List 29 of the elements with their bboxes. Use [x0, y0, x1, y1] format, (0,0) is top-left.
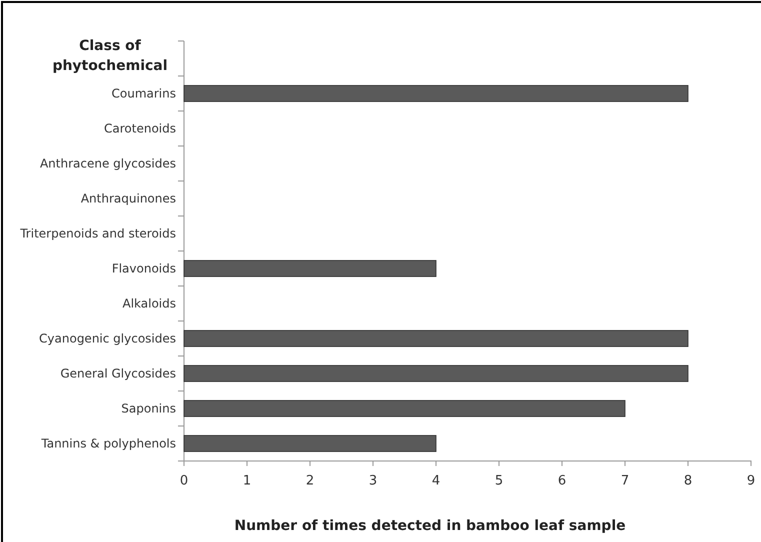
x-axis-title: Number of times detected in bamboo leaf sample — [234, 518, 626, 534]
y-tick-label: Carotenoids — [104, 122, 176, 136]
x-tick-label: 3 — [368, 474, 378, 489]
y-axis-title: Class of phytochemical — [52, 38, 168, 74]
bar — [184, 330, 688, 347]
x-tick-label: 2 — [306, 474, 314, 489]
x-tick-label: 9 — [746, 474, 756, 489]
bar — [184, 85, 688, 102]
x-tick-label: 7 — [620, 474, 630, 489]
y-tick-label: Anthraquinones — [80, 192, 176, 206]
y-tick-label: Saponins — [121, 402, 176, 416]
x-tick-label: 4 — [432, 474, 440, 489]
y-tick-label: Flavonoids — [112, 262, 176, 276]
bar — [184, 435, 436, 452]
y-tick-label: Cyanogenic glycosides — [39, 332, 176, 346]
y-tick-label: General Glycosides — [60, 366, 176, 381]
y-tick-label: Coumarins — [112, 86, 176, 101]
x-tick-label: 6 — [558, 474, 566, 489]
y-tick-label: Alkaloids — [122, 296, 176, 311]
y-tick-label: Triterpenoids and steroids — [19, 226, 176, 241]
y-tick-label: Anthracene glycosides — [40, 156, 176, 171]
x-tick-label: 1 — [242, 474, 252, 489]
x-tick-label: 5 — [494, 474, 504, 489]
y-tick-label: Tannins & polyphenols — [40, 436, 176, 451]
x-tick-label: 0 — [180, 474, 188, 489]
bar — [184, 400, 626, 417]
bar — [184, 260, 436, 277]
bar — [184, 365, 688, 382]
x-tick-label: 8 — [684, 474, 692, 489]
